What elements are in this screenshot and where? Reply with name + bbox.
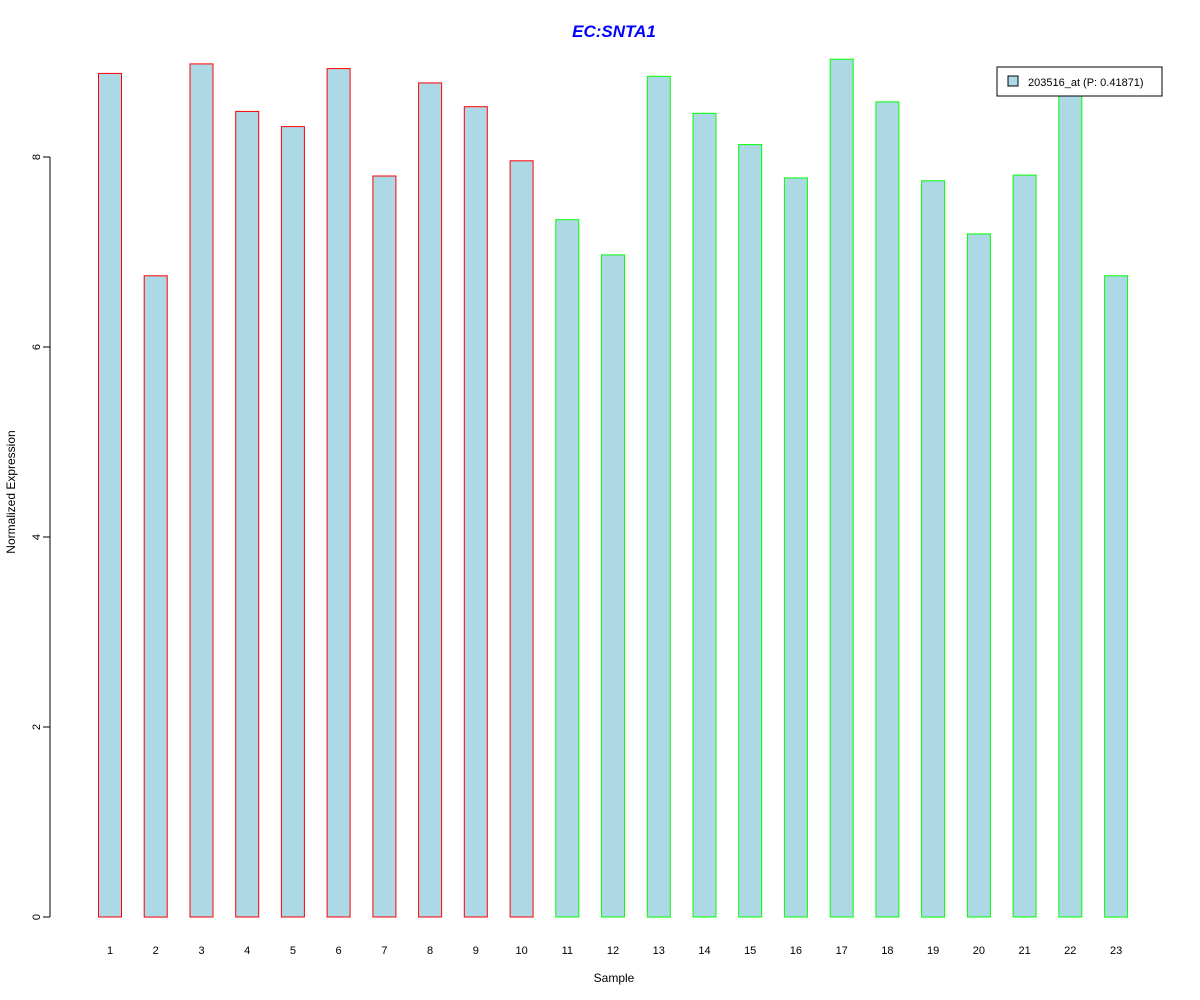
x-tick-label: 21 xyxy=(1018,945,1030,957)
bar-sample-22 xyxy=(1058,90,1083,918)
bar-sample-14 xyxy=(692,112,717,918)
x-tick-label: 6 xyxy=(336,945,342,957)
x-tick-label: 7 xyxy=(381,945,387,957)
x-tick-label: 23 xyxy=(1110,945,1122,957)
bar-sample-3 xyxy=(189,63,214,918)
bar-sample-16 xyxy=(783,177,808,918)
x-tick-label: 15 xyxy=(744,945,756,957)
bar-sample-18 xyxy=(875,101,900,918)
bar-sample-4 xyxy=(235,110,260,918)
x-tick-label: 16 xyxy=(790,945,802,957)
bar-sample-2 xyxy=(143,275,168,918)
chart-title: EC:SNTA1 xyxy=(572,22,656,41)
legend-label: 203516_at (P: 0.41871) xyxy=(1028,77,1144,89)
bar-sample-19 xyxy=(921,180,946,918)
x-tick-label: 14 xyxy=(698,945,710,957)
x-tick-label: 11 xyxy=(562,945,573,957)
x-tick-label: 17 xyxy=(836,945,848,957)
bar-sample-15 xyxy=(738,144,763,918)
y-tick-label: 0 xyxy=(31,914,43,920)
bar-sample-1 xyxy=(98,72,122,918)
bar-sample-21 xyxy=(1012,174,1037,918)
x-tick-label: 8 xyxy=(427,945,433,957)
legend-swatch xyxy=(1007,75,1019,87)
bar-sample-8 xyxy=(418,82,443,918)
legend: 203516_at (P: 0.41871) xyxy=(996,66,1163,97)
bar-sample-7 xyxy=(372,175,397,918)
x-tick-label: 19 xyxy=(927,945,939,957)
y-tick-label: 6 xyxy=(31,344,43,350)
x-tick-label: 12 xyxy=(607,945,619,957)
x-tick-label: 5 xyxy=(290,945,296,957)
x-tick-label: 1 xyxy=(107,945,113,957)
bar-sample-5 xyxy=(280,126,305,918)
bar-sample-20 xyxy=(966,233,991,918)
y-axis-label: Normalized Expression xyxy=(4,430,18,553)
x-tick-label: 9 xyxy=(473,945,479,957)
bar-sample-11 xyxy=(555,219,580,918)
x-tick-label: 2 xyxy=(153,945,159,957)
y-tick-label: 2 xyxy=(31,724,43,730)
bar-sample-17 xyxy=(829,58,854,918)
bars-group xyxy=(98,58,1129,918)
x-tick-label: 18 xyxy=(881,945,893,957)
bar-sample-13 xyxy=(646,75,671,918)
bar-sample-23 xyxy=(1104,275,1129,918)
bar-sample-9 xyxy=(463,106,488,918)
x-tick-label: 20 xyxy=(973,945,985,957)
y-tick-label: 8 xyxy=(31,154,43,160)
x-tick-label: 4 xyxy=(244,945,250,957)
x-tick-label: 10 xyxy=(515,945,527,957)
bar-sample-6 xyxy=(326,68,351,918)
x-tick-label: 13 xyxy=(653,945,665,957)
bar-sample-10 xyxy=(509,160,534,918)
x-tick-label: 3 xyxy=(198,945,204,957)
legend-box xyxy=(996,66,1163,97)
x-axis-label: Sample xyxy=(594,971,635,985)
x-tick-labels-group: 1 2 3 4 5 6 7 8 9 10 11 12 13 14 15 16 17 18 19 20 21 22 23 xyxy=(107,945,1122,957)
x-tick-label: 22 xyxy=(1064,945,1076,957)
bar-sample-12 xyxy=(601,254,625,918)
y-ticks-group: 0 2 4 6 8 xyxy=(31,154,50,920)
y-tick-label: 4 xyxy=(31,534,43,540)
